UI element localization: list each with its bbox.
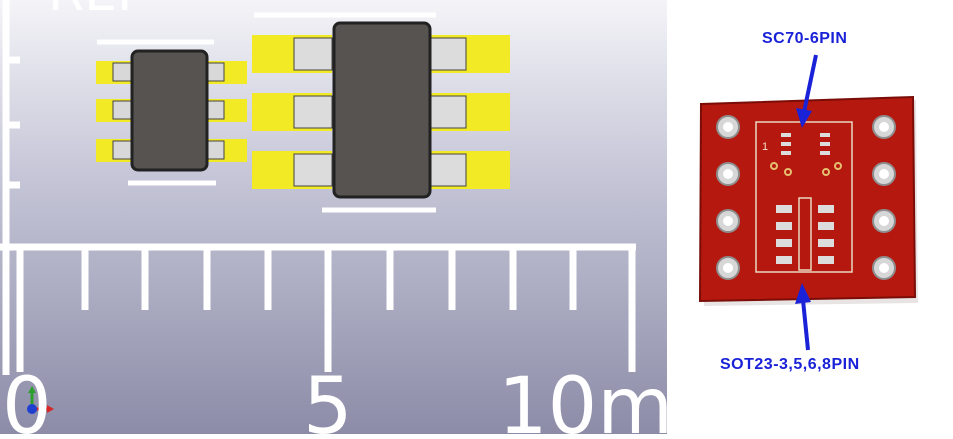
sc70-pads (781, 133, 830, 155)
scale-label-zero: 0 (2, 362, 52, 434)
through-holes-right (872, 115, 896, 280)
lead (429, 37, 467, 71)
adapter-board-photo: 1 SC70-6PIN SOT23-3,5,6,8PIN (668, 0, 953, 434)
pcb-3d-viewport[interactable]: REF (0, 0, 667, 434)
lead (293, 95, 333, 129)
pcb-photo: 1 (698, 54, 918, 351)
through-holes-left (716, 115, 740, 280)
lead (112, 140, 134, 160)
lead (429, 153, 467, 187)
chip-body (332, 21, 432, 199)
pcb-board (698, 95, 917, 303)
pin-one-marker: 1 (762, 141, 768, 153)
sc70-footprint[interactable] (96, 39, 247, 186)
chip-body (130, 49, 209, 172)
sot23-pads (776, 205, 834, 264)
lead (293, 37, 333, 71)
sc70-label: SC70-6PIN (762, 30, 848, 47)
vertical-ruler (2, 0, 20, 375)
axis-gizmo-icon[interactable] (27, 386, 54, 414)
scale-label-five: 5 (303, 362, 353, 434)
ref-designator-fragment: REF (48, 0, 147, 23)
lead (429, 95, 467, 129)
lead (112, 62, 134, 82)
arrow-down-icon (796, 54, 818, 128)
sot23-footprint[interactable] (252, 12, 510, 213)
horizontal-ruler (0, 243, 636, 372)
arrow-up-icon (795, 283, 811, 351)
vias (770, 162, 842, 176)
scale-label-ten: 10m (498, 362, 667, 434)
sot23-label: SOT23-3,5,6,8PIN (720, 356, 860, 373)
lead (112, 100, 134, 120)
lead (293, 153, 333, 187)
footprint-render: REF (0, 0, 636, 414)
